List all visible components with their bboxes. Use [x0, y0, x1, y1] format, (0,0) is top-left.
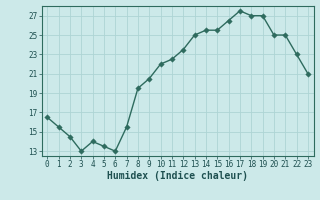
X-axis label: Humidex (Indice chaleur): Humidex (Indice chaleur) [107, 171, 248, 181]
